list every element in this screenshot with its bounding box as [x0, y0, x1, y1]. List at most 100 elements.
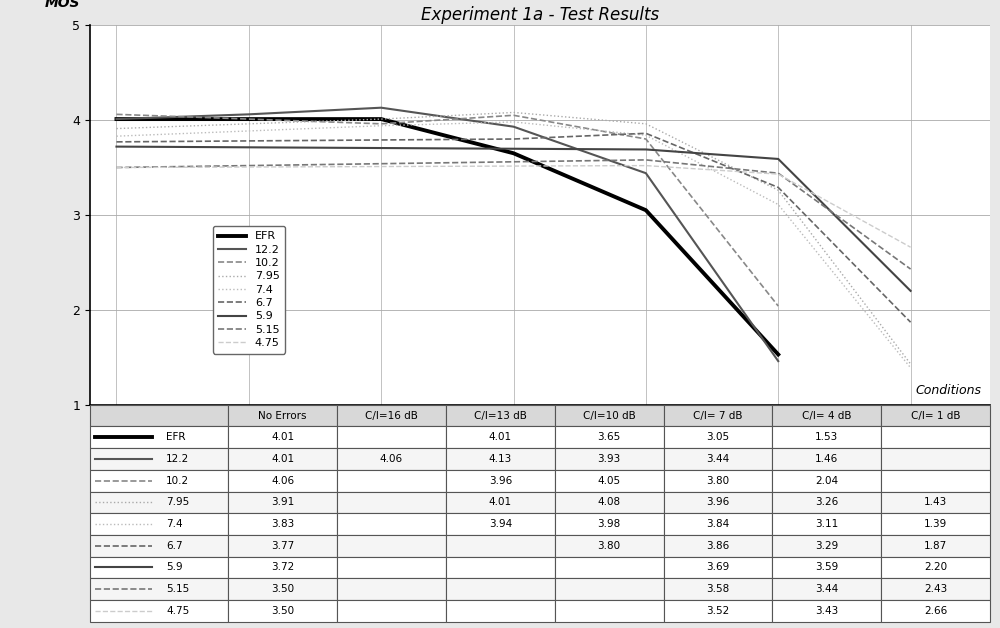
- Bar: [446, 600, 555, 622]
- Bar: [772, 513, 881, 535]
- Bar: [228, 578, 337, 600]
- Text: 3.80: 3.80: [598, 541, 621, 551]
- Bar: [664, 535, 772, 556]
- Bar: [881, 600, 990, 622]
- Text: 4.01: 4.01: [489, 432, 512, 442]
- Text: 7.95: 7.95: [166, 497, 189, 507]
- Bar: [555, 492, 664, 513]
- Bar: [772, 535, 881, 556]
- Bar: [90, 535, 228, 556]
- Bar: [772, 426, 881, 448]
- Text: 3.84: 3.84: [706, 519, 730, 529]
- Bar: [228, 600, 337, 622]
- Bar: [446, 556, 555, 578]
- Bar: [446, 448, 555, 470]
- Bar: [228, 513, 337, 535]
- Text: 3.94: 3.94: [489, 519, 512, 529]
- Bar: [337, 600, 446, 622]
- Text: 5.15: 5.15: [166, 584, 189, 594]
- Bar: [772, 600, 881, 622]
- Bar: [881, 556, 990, 578]
- Text: MOS: MOS: [45, 0, 80, 10]
- Bar: [555, 578, 664, 600]
- Bar: [337, 448, 446, 470]
- Text: 3.11: 3.11: [815, 519, 838, 529]
- Legend: EFR, 12.2, 10.2, 7.95, 7.4, 6.7, 5.9, 5.15, 4.75: EFR, 12.2, 10.2, 7.95, 7.4, 6.7, 5.9, 5.…: [213, 226, 285, 354]
- Bar: [90, 492, 228, 513]
- Text: 4.01: 4.01: [489, 497, 512, 507]
- Text: C/I= 4 dB: C/I= 4 dB: [802, 411, 852, 421]
- Text: C/I=10 dB: C/I=10 dB: [583, 411, 636, 421]
- Text: 3.43: 3.43: [815, 606, 838, 616]
- Text: 4.01: 4.01: [271, 432, 294, 442]
- Bar: [337, 578, 446, 600]
- Bar: [446, 578, 555, 600]
- Text: 4.01: 4.01: [271, 454, 294, 464]
- Bar: [228, 556, 337, 578]
- Bar: [446, 513, 555, 535]
- Bar: [772, 448, 881, 470]
- Bar: [337, 535, 446, 556]
- Text: 3.59: 3.59: [815, 563, 838, 573]
- Text: 2.20: 2.20: [924, 563, 947, 573]
- Bar: [881, 448, 990, 470]
- Text: 1.53: 1.53: [815, 432, 838, 442]
- Bar: [772, 556, 881, 578]
- Bar: [337, 556, 446, 578]
- Bar: [90, 448, 228, 470]
- Text: 3.05: 3.05: [706, 432, 730, 442]
- Bar: [555, 600, 664, 622]
- Text: 3.50: 3.50: [271, 606, 294, 616]
- Text: 4.05: 4.05: [598, 475, 621, 485]
- Text: 4.75: 4.75: [166, 606, 189, 616]
- Text: 3.83: 3.83: [271, 519, 294, 529]
- Bar: [555, 405, 664, 426]
- Title: Experiment 1a - Test Results: Experiment 1a - Test Results: [421, 6, 659, 24]
- Text: 1.43: 1.43: [924, 497, 947, 507]
- Bar: [90, 600, 228, 622]
- Bar: [772, 492, 881, 513]
- Bar: [664, 405, 772, 426]
- Bar: [772, 405, 881, 426]
- Bar: [664, 426, 772, 448]
- Bar: [881, 492, 990, 513]
- Text: 2.66: 2.66: [924, 606, 947, 616]
- Bar: [446, 535, 555, 556]
- Text: 5.9: 5.9: [166, 563, 183, 573]
- Bar: [228, 470, 337, 492]
- Text: 3.44: 3.44: [706, 454, 730, 464]
- Bar: [664, 513, 772, 535]
- Text: 1.46: 1.46: [815, 454, 838, 464]
- Bar: [664, 600, 772, 622]
- Text: C/I=16 dB: C/I=16 dB: [365, 411, 418, 421]
- Bar: [337, 470, 446, 492]
- Text: 3.69: 3.69: [706, 563, 730, 573]
- Bar: [90, 426, 228, 448]
- Text: 4.06: 4.06: [380, 454, 403, 464]
- Text: 4.06: 4.06: [271, 475, 294, 485]
- Text: 3.96: 3.96: [706, 497, 730, 507]
- Text: 3.44: 3.44: [815, 584, 838, 594]
- Bar: [664, 556, 772, 578]
- Bar: [228, 492, 337, 513]
- Bar: [446, 492, 555, 513]
- Bar: [555, 448, 664, 470]
- Bar: [664, 448, 772, 470]
- Text: 7.4: 7.4: [166, 519, 183, 529]
- Text: 12.2: 12.2: [166, 454, 189, 464]
- Bar: [228, 448, 337, 470]
- Bar: [881, 405, 990, 426]
- Text: C/I= 1 dB: C/I= 1 dB: [911, 411, 960, 421]
- Bar: [664, 578, 772, 600]
- Text: 4.13: 4.13: [489, 454, 512, 464]
- Text: 4.08: 4.08: [598, 497, 621, 507]
- Bar: [228, 535, 337, 556]
- Text: C/I=13 dB: C/I=13 dB: [474, 411, 527, 421]
- Text: 3.29: 3.29: [815, 541, 838, 551]
- Bar: [446, 470, 555, 492]
- Text: 1.87: 1.87: [924, 541, 947, 551]
- Bar: [555, 470, 664, 492]
- Text: 3.93: 3.93: [598, 454, 621, 464]
- Bar: [555, 426, 664, 448]
- Text: 3.72: 3.72: [271, 563, 294, 573]
